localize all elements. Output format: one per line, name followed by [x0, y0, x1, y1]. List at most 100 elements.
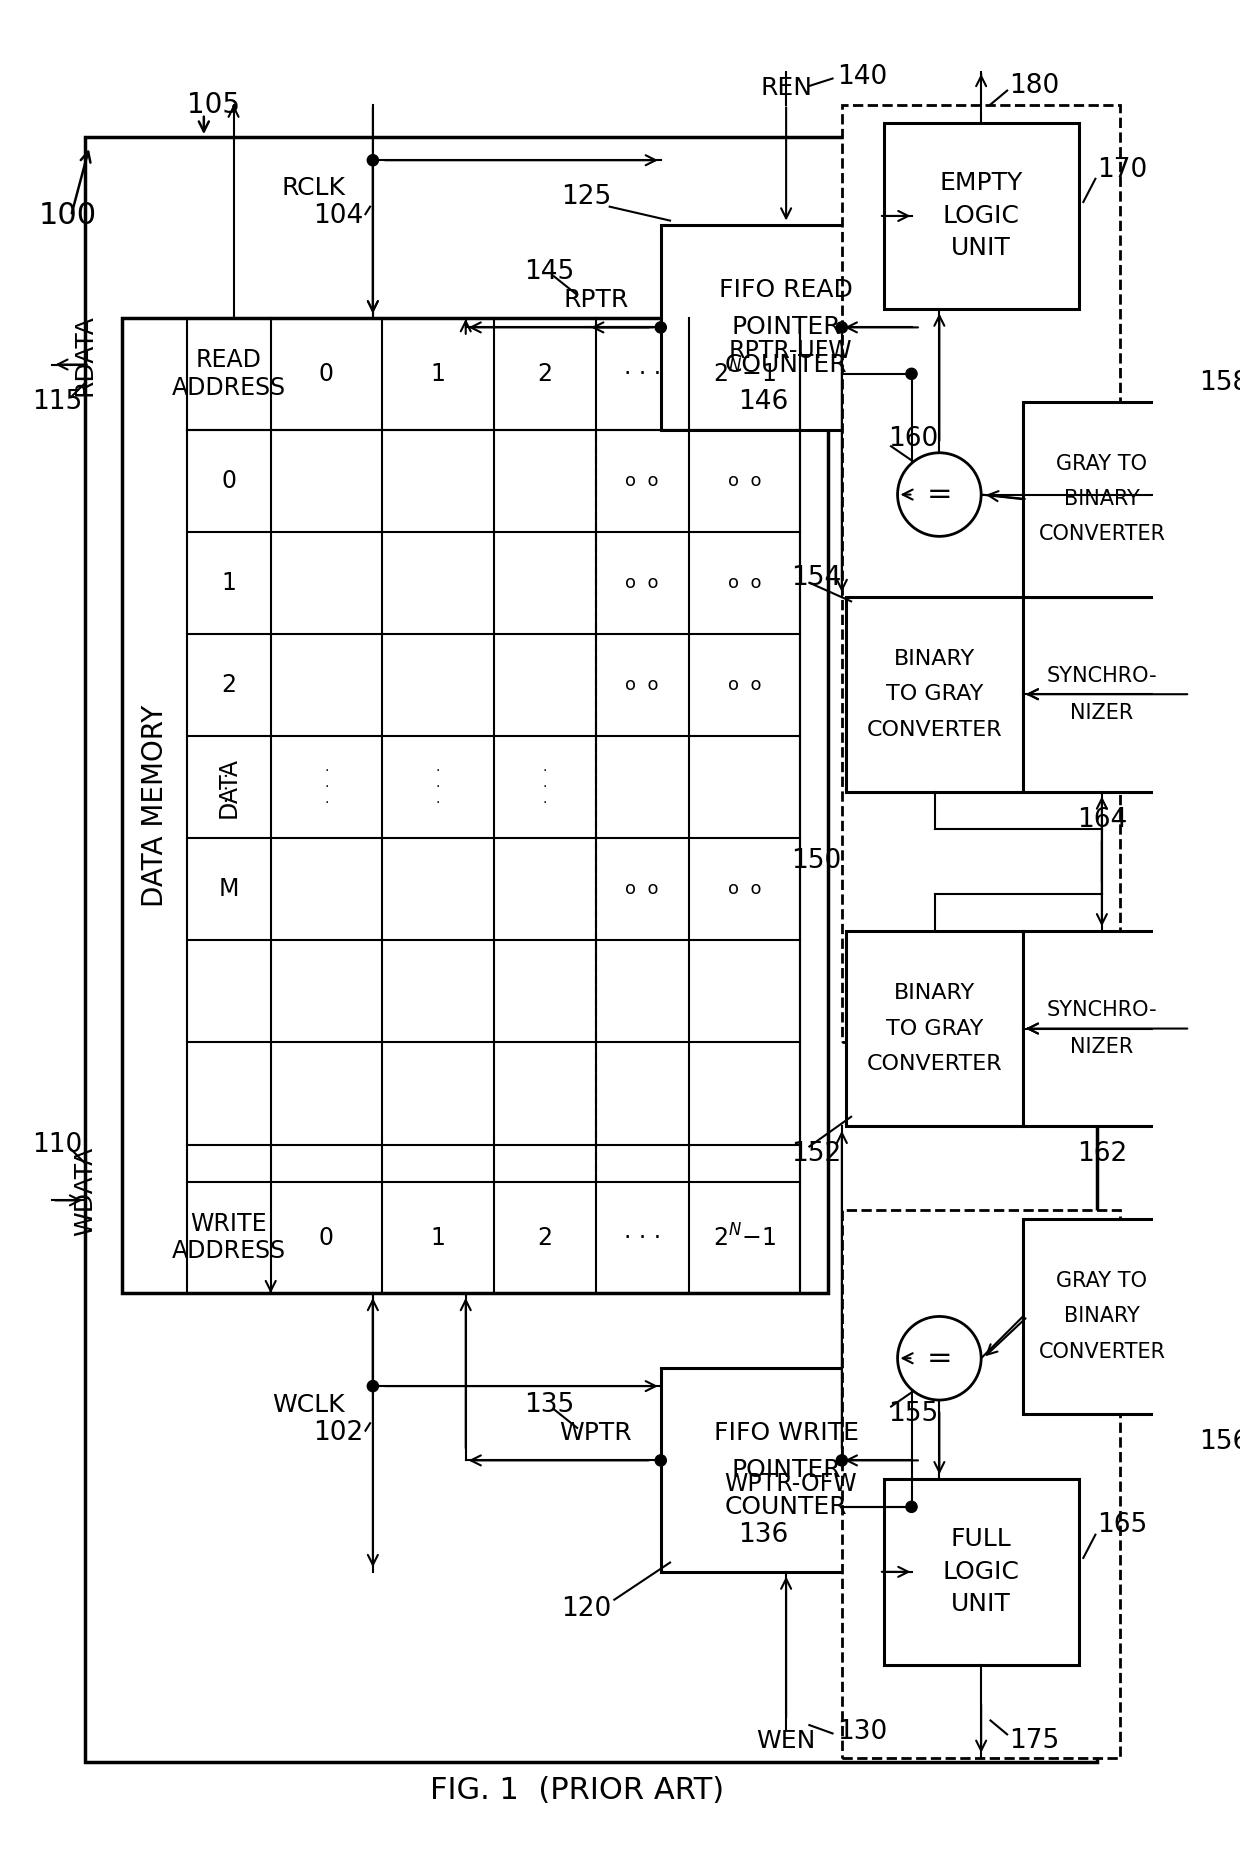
Circle shape: [836, 1454, 847, 1465]
Text: o  o: o o: [625, 880, 658, 899]
Text: 165: 165: [1097, 1512, 1147, 1538]
Text: WDATA: WDATA: [73, 1146, 97, 1236]
Text: BINARY: BINARY: [894, 983, 976, 1004]
Text: 130: 130: [837, 1718, 888, 1745]
Text: NIZER: NIZER: [1070, 704, 1133, 722]
Text: $2^N$$-$1: $2^N$$-$1: [713, 1223, 776, 1251]
Text: NIZER: NIZER: [1070, 1037, 1133, 1058]
Bar: [122, 319, 828, 1293]
Text: READ
ADDRESS: READ ADDRESS: [172, 347, 286, 400]
Text: FULL: FULL: [951, 1527, 1012, 1551]
Text: RDATA: RDATA: [73, 315, 97, 396]
Text: 162: 162: [1076, 1141, 1127, 1167]
Text: UNIT: UNIT: [951, 236, 1011, 261]
Text: 105: 105: [187, 90, 241, 118]
Text: 160: 160: [888, 426, 939, 452]
Circle shape: [836, 323, 847, 332]
Circle shape: [367, 1381, 378, 1392]
Text: 1: 1: [430, 362, 445, 386]
Text: 175: 175: [1009, 1728, 1059, 1754]
Text: 115: 115: [32, 388, 82, 415]
Circle shape: [906, 368, 918, 379]
Text: WEN: WEN: [756, 1730, 816, 1752]
Text: 155: 155: [888, 1401, 939, 1428]
Text: FIFO WRITE: FIFO WRITE: [714, 1420, 858, 1445]
Circle shape: [898, 1317, 981, 1399]
Text: 1: 1: [222, 570, 237, 595]
Text: TO GRAY: TO GRAY: [887, 1019, 983, 1039]
Text: 152: 152: [791, 1141, 841, 1167]
Text: BINARY: BINARY: [1064, 490, 1140, 508]
Bar: [847, 930, 1023, 1126]
Text: CONVERTER: CONVERTER: [867, 1054, 1002, 1073]
Text: 125: 125: [562, 184, 611, 210]
Text: 170: 170: [1097, 156, 1147, 182]
Text: TO GRAY: TO GRAY: [887, 685, 983, 704]
Bar: [884, 1478, 1079, 1664]
Bar: [1023, 1219, 1180, 1415]
Text: CONVERTER: CONVERTER: [1038, 1341, 1166, 1362]
Bar: [884, 124, 1079, 310]
Bar: [842, 105, 1121, 1043]
Text: o  o: o o: [625, 675, 658, 694]
Bar: [847, 597, 1023, 792]
Text: RPTR-UFW: RPTR-UFW: [729, 338, 853, 362]
Circle shape: [898, 452, 981, 537]
Text: 158: 158: [1199, 370, 1240, 396]
Text: $2^N$$-$1: $2^N$$-$1: [713, 360, 776, 388]
Text: FIG. 1  (PRIOR ART): FIG. 1 (PRIOR ART): [430, 1775, 724, 1805]
Text: 156: 156: [1199, 1430, 1240, 1454]
Text: 136: 136: [738, 1521, 789, 1548]
Text: WPTR: WPTR: [559, 1420, 632, 1445]
Text: 180: 180: [1009, 73, 1059, 99]
Text: =: =: [926, 1343, 952, 1373]
Bar: [1023, 401, 1180, 597]
Text: o  o: o o: [728, 574, 761, 591]
Circle shape: [655, 323, 666, 332]
Text: 1: 1: [430, 1225, 445, 1249]
Text: 140: 140: [837, 64, 888, 90]
Circle shape: [655, 1454, 666, 1465]
Text: DATA MEMORY: DATA MEMORY: [140, 705, 169, 906]
Text: 110: 110: [32, 1131, 82, 1157]
Text: DATA: DATA: [217, 756, 241, 818]
Text: GRAY TO: GRAY TO: [1056, 1272, 1147, 1291]
Text: 0: 0: [319, 362, 334, 386]
Text: WCLK: WCLK: [273, 1392, 345, 1416]
Text: 2: 2: [537, 1225, 552, 1249]
Text: LOGIC: LOGIC: [942, 1559, 1019, 1583]
Text: o  o: o o: [728, 675, 761, 694]
Text: 145: 145: [525, 259, 574, 285]
Bar: [1023, 597, 1180, 792]
Bar: [842, 1210, 1121, 1758]
Text: COUNTER: COUNTER: [725, 1495, 847, 1520]
Text: EMPTY: EMPTY: [940, 171, 1023, 195]
Text: BINARY: BINARY: [894, 649, 976, 670]
Text: UNIT: UNIT: [951, 1593, 1011, 1617]
Text: · · ·: · · ·: [624, 1225, 661, 1249]
Text: 2: 2: [222, 673, 237, 698]
Text: 164: 164: [1076, 807, 1127, 833]
Text: REN: REN: [760, 75, 812, 99]
Text: 0: 0: [222, 469, 237, 493]
Text: o  o: o o: [625, 471, 658, 490]
Text: · · ·: · · ·: [624, 362, 661, 386]
Text: 2: 2: [537, 362, 552, 386]
Text: 154: 154: [791, 565, 841, 591]
Text: SYNCHRO-: SYNCHRO-: [1047, 1000, 1157, 1021]
Text: o  o: o o: [625, 574, 658, 591]
Text: ·
·
·: · · ·: [435, 764, 440, 810]
Text: o  o: o o: [728, 880, 761, 899]
Text: LOGIC: LOGIC: [942, 204, 1019, 229]
Text: 0: 0: [319, 1225, 334, 1249]
Text: GRAY TO: GRAY TO: [1056, 454, 1147, 475]
Text: 146: 146: [738, 388, 789, 415]
Text: RCLK: RCLK: [281, 176, 345, 201]
Bar: [661, 225, 911, 430]
Text: SYNCHRO-: SYNCHRO-: [1047, 666, 1157, 685]
Text: 120: 120: [562, 1596, 611, 1623]
Text: CONVERTER: CONVERTER: [1038, 525, 1166, 544]
Text: 135: 135: [525, 1392, 574, 1418]
Text: WPTR-OFW: WPTR-OFW: [724, 1471, 857, 1495]
Text: FIFO READ: FIFO READ: [719, 278, 853, 302]
